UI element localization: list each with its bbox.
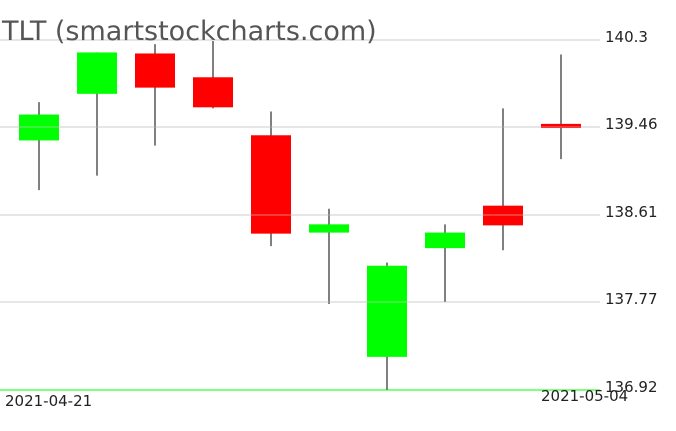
y-tick-label: 136.92 [605,378,658,396]
candle [135,44,175,146]
candle [425,224,465,302]
y-tick-label: 137.77 [605,290,658,308]
candle [309,208,349,305]
y-tick-label: 139.46 [605,115,658,133]
candle-body-down [541,123,581,129]
candle [367,262,407,390]
chart-title: TLT (smartstockcharts.com) [1,16,377,47]
candle-body-up [77,52,117,94]
candle-body-down [193,77,233,108]
y-tick-label: 140.3 [605,28,648,46]
candle-body-down [251,135,291,234]
candle-body-up [309,224,349,233]
x-tick-label-start: 2021-04-21 [5,392,92,410]
candle-body-up [367,265,407,357]
candles [0,39,600,391]
candle-body-down [135,53,175,88]
candle [541,54,581,160]
candle-body-down [483,205,523,226]
candle-body-up [19,114,59,141]
y-axis-labels: 140.3 139.46 138.61 137.77 136.92 [605,28,658,396]
candle-body-up [425,232,465,249]
candle [193,41,233,109]
candle [77,52,117,176]
x-tick-label-end: 2021-05-04 [541,387,628,405]
candle [19,102,59,191]
candle [483,108,523,251]
y-tick-label: 138.61 [605,203,658,221]
candle [251,111,291,247]
